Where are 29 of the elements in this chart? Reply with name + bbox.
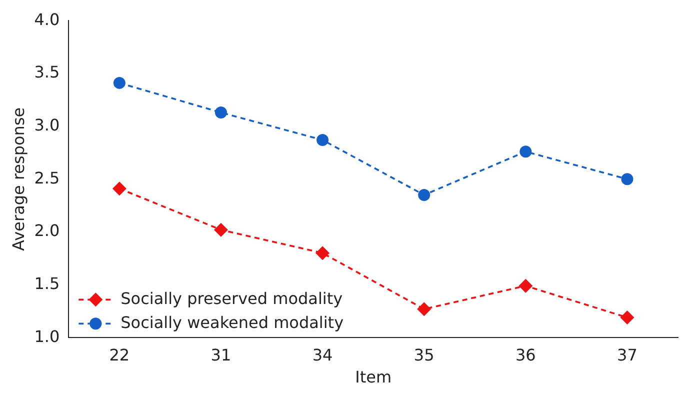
point [214, 222, 228, 237]
point [518, 278, 533, 293]
legend-label: Socially weakened modality [120, 312, 344, 332]
y-tick-label: 2.5 [34, 168, 60, 188]
point [417, 302, 432, 316]
point [316, 246, 330, 260]
point [113, 76, 126, 89]
point [316, 134, 329, 146]
x-tick-label: 34 [312, 345, 333, 364]
y-tick-label: 4.0 [34, 10, 60, 29]
point [520, 146, 532, 158]
x-tick-label: 35 [414, 345, 434, 364]
point [214, 106, 227, 119]
legend-label: Socially preserved modality [120, 288, 343, 308]
y-tick-label: 1.5 [34, 274, 60, 293]
y-axis-title: Average response [8, 107, 28, 251]
point [418, 188, 430, 201]
x-tick-label: 31 [210, 345, 232, 364]
x-tick-label: 37 [617, 345, 638, 364]
x-tick-label: 36 [515, 345, 536, 364]
y-tick-label: 3.5 [34, 62, 60, 82]
y-tick-label: 1.0 [34, 326, 60, 346]
x-axis-title: Item [355, 368, 392, 387]
y-tick-label: 2.0 [34, 221, 60, 240]
point [112, 182, 126, 196]
point [621, 173, 634, 186]
x-tick-label: 22 [109, 345, 130, 364]
y-tick-label: 3.0 [34, 115, 60, 134]
point [620, 310, 634, 325]
